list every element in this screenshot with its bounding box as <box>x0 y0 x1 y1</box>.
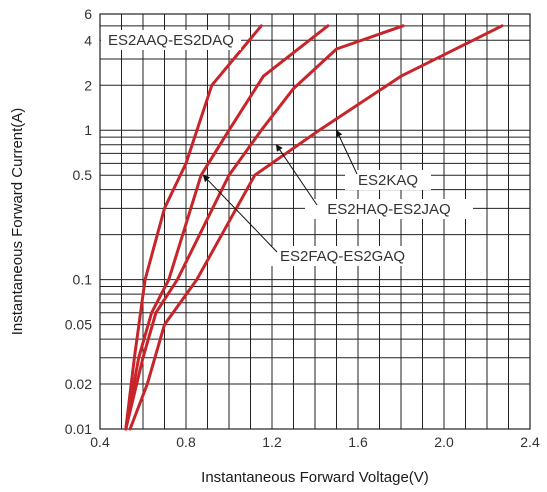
y-tick-label: 2 <box>84 77 92 93</box>
series-line <box>124 24 263 431</box>
annotation-label: ES2HAQ-ES2JAQ <box>327 201 450 218</box>
annotation-label-background <box>265 246 420 266</box>
y-tick-label: 0.05 <box>65 317 92 333</box>
series-line <box>128 24 504 431</box>
y-tick-label: 0.01 <box>65 421 92 437</box>
series-line <box>124 24 405 431</box>
y-tick-label: 0.1 <box>73 272 93 288</box>
series-curves <box>124 24 504 431</box>
grid <box>99 13 531 430</box>
y-tick-label: 0.02 <box>65 376 92 392</box>
annotation-arrow <box>275 144 318 206</box>
annotation-label: ES2KAQ <box>358 172 418 189</box>
annotation-label: ES2FAQ-ES2GAQ <box>280 248 405 265</box>
plot-frame <box>99 13 531 430</box>
annotation-arrow <box>336 129 358 175</box>
annotation-label: ES2AAQ-ES2DAQ <box>108 32 234 49</box>
x-tick-label: 2.4 <box>520 434 540 450</box>
y-axis-title: Instantaneous Forward Current(A) <box>9 108 26 336</box>
y-tick-label: 6 <box>84 6 92 22</box>
tick-labels: 0.4 0.8 1.2 1.6 2.0 2.4 0.01 0.02 0.05 0.1 0.5 1 2 4 6 <box>65 6 540 450</box>
annotation-label-background <box>345 170 431 190</box>
x-tick-label: 1.6 <box>348 434 368 450</box>
curve-annotations: ES2AAQ-ES2DAQ ES2KAQ ES2HAQ-ES2JAQ ES2FAQ-E… <box>101 30 473 266</box>
x-tick-label: 0.4 <box>90 434 110 450</box>
annotation-label-background <box>305 199 473 219</box>
series-line <box>124 24 330 431</box>
y-tick-label: 1 <box>84 122 92 138</box>
x-tick-label: 2.0 <box>434 434 454 450</box>
annotation-arrow <box>202 174 278 253</box>
x-tick-label: 1.2 <box>262 434 282 450</box>
annotation-label-background <box>101 30 241 50</box>
y-tick-label: 4 <box>84 32 92 48</box>
x-tick-label: 0.8 <box>176 434 196 450</box>
y-tick-label: 0.5 <box>73 167 93 183</box>
x-axis-title: Instantaneous Forward Voltage(V) <box>201 469 429 486</box>
